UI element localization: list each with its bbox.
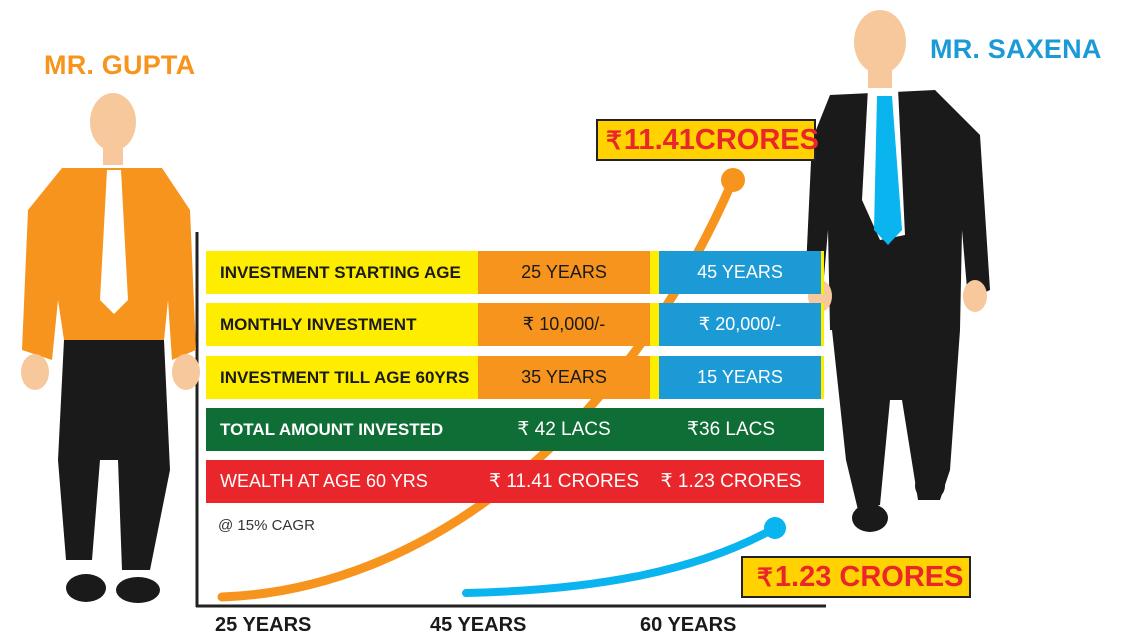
gupta-figure — [21, 93, 200, 603]
gupta-cell: ₹ 42 LACS — [517, 419, 611, 440]
saxena-name-label: MR. SAXENA — [930, 34, 1102, 64]
table-row-starting-age: INVESTMENT STARTING AGE 25 YEARS 45 YEAR… — [206, 251, 824, 294]
rupee-icon: ₹ — [757, 564, 773, 592]
gupta-cell: ₹ 10,000/- — [478, 303, 650, 346]
gupta-cell: ₹ 11.41 CRORES — [488, 471, 640, 492]
saxena-cell: ₹ 1.23 CRORES — [660, 471, 802, 492]
saxena-cell: 45 YEARS — [659, 251, 821, 294]
gupta-cell: 35 YEARS — [478, 356, 650, 399]
saxena-cell: 15 YEARS — [659, 356, 821, 399]
row-label: TOTAL AMOUNT INVESTED — [220, 419, 444, 439]
x-tick-label: 45 YEARS — [430, 614, 527, 636]
saxena-growth-curve — [462, 524, 779, 597]
row-label: INVESTMENT TILL AGE 60YRS — [220, 367, 470, 387]
table-row-total-invested: TOTAL AMOUNT INVESTED ₹ 42 LACS ₹36 LACS — [206, 408, 824, 451]
saxena-figure — [805, 10, 990, 532]
x-tick-label: 25 YEARS — [215, 614, 312, 636]
cagr-footnote: @ 15% CAGR — [218, 517, 315, 534]
row-label: WEALTH AT AGE 60 YRS — [220, 471, 428, 491]
saxena-wealth-callout: ₹ 1.23 CRORES — [741, 556, 971, 598]
gupta-curve-endpoint — [721, 168, 745, 192]
rupee-icon: ₹ — [606, 127, 622, 155]
table-row-investment-duration: INVESTMENT TILL AGE 60YRS 35 YEARS 15 YE… — [206, 356, 824, 399]
gupta-cell: 25 YEARS — [478, 251, 650, 294]
saxena-cell: ₹36 LACS — [686, 419, 776, 440]
saxena-curve-endpoint — [764, 517, 786, 539]
saxena-wealth-value: 1.23 CRORES — [774, 561, 964, 593]
saxena-cell: ₹ 20,000/- — [659, 303, 821, 346]
row-label: MONTHLY INVESTMENT — [220, 314, 417, 334]
gupta-name-label: MR. GUPTA — [44, 50, 196, 80]
table-row-wealth-at-60: WEALTH AT AGE 60 YRS ₹ 11.41 CRORES ₹ 1.… — [206, 460, 824, 503]
gupta-wealth-value: 11.41CRORES — [623, 124, 819, 156]
gupta-wealth-callout: ₹ 11.41CRORES — [596, 119, 819, 161]
x-tick-label: 60 YEARS — [640, 614, 737, 636]
row-label: INVESTMENT STARTING AGE — [220, 262, 461, 282]
table-row-monthly-investment: MONTHLY INVESTMENT ₹ 10,000/- ₹ 20,000/- — [206, 303, 824, 346]
